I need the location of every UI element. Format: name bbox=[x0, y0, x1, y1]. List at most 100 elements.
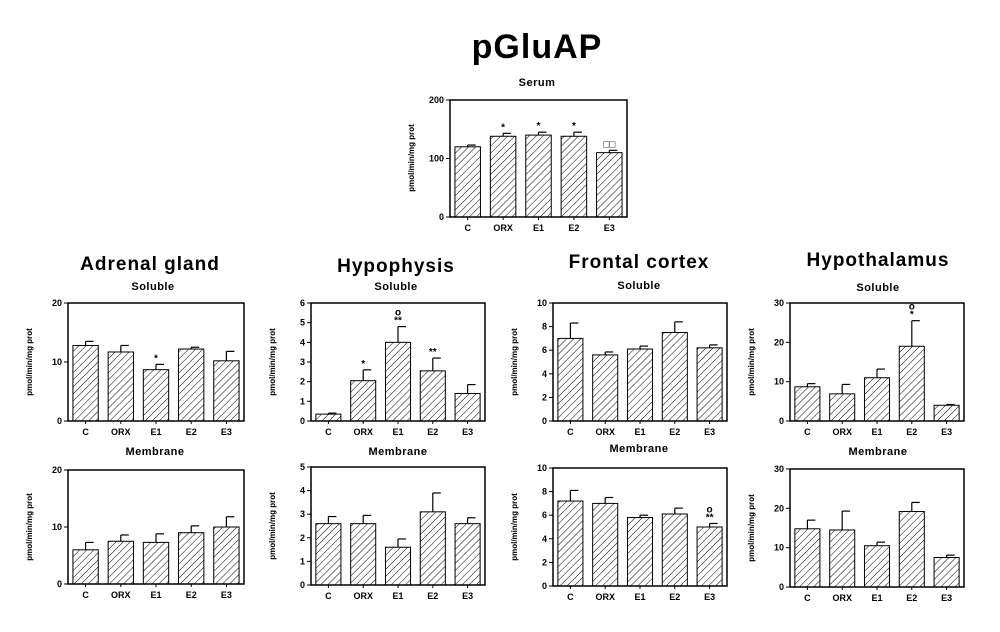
y-tick-label: 3 bbox=[300, 357, 305, 367]
x-tick-label: E1 bbox=[533, 223, 544, 233]
bar-E3 bbox=[696, 347, 723, 422]
x-tick-label: C bbox=[567, 427, 574, 437]
bar-C bbox=[794, 528, 821, 588]
y-axis-label: pmol/min/mg prot bbox=[510, 328, 519, 396]
significance-mark: o bbox=[707, 504, 713, 515]
y-tick-label: 8 bbox=[542, 487, 547, 497]
y-tick-label: 6 bbox=[542, 345, 547, 355]
significance-mark: ** bbox=[394, 316, 402, 327]
bar-E1 bbox=[863, 545, 891, 588]
x-tick-label: E3 bbox=[604, 223, 615, 233]
y-tick-label: 1 bbox=[300, 556, 305, 566]
x-tick-label: E2 bbox=[427, 591, 438, 601]
chart-panel-3: Soluble pmol/min/mg prot C ORX E1 E2 E3 0 2 4 6 8 10 bbox=[510, 280, 728, 437]
panel-subtitle: Soluble bbox=[374, 281, 417, 293]
significance-mark: * bbox=[572, 121, 576, 132]
y-tick-label: 0 bbox=[542, 416, 547, 426]
organ-title-frontal-cortex: Frontal cortex bbox=[569, 252, 710, 273]
bar-E2 bbox=[661, 332, 688, 422]
panel-subtitle: Serum bbox=[519, 77, 556, 89]
y-axis-label: pmol/min/mg prot bbox=[747, 494, 756, 562]
y-tick-label: 0 bbox=[300, 580, 305, 590]
y-tick-label: 30 bbox=[774, 464, 784, 474]
bar-E2 bbox=[178, 348, 205, 422]
bar-E1 bbox=[626, 517, 654, 587]
bar-E1 bbox=[863, 377, 891, 422]
x-tick-label: E1 bbox=[634, 427, 645, 437]
y-tick-label: 5 bbox=[300, 318, 305, 328]
x-tick-label: ORX bbox=[595, 592, 615, 602]
bar-E1 bbox=[626, 348, 654, 422]
organ-title-adrenal-gland: Adrenal gland bbox=[80, 254, 220, 275]
x-tick-label: E2 bbox=[906, 427, 917, 437]
bar-ORX bbox=[107, 540, 134, 585]
panel-subtitle: Soluble bbox=[856, 282, 899, 294]
bar-ORX bbox=[592, 354, 619, 422]
significance-mark: * bbox=[361, 359, 365, 370]
y-tick-label: 10 bbox=[537, 298, 547, 308]
y-tick-label: 0 bbox=[779, 416, 784, 426]
x-tick-label: E2 bbox=[427, 427, 438, 437]
x-tick-label: E3 bbox=[704, 592, 715, 602]
x-tick-label: C bbox=[325, 591, 332, 601]
bar-ORX bbox=[829, 393, 856, 422]
bar-E3 bbox=[213, 526, 240, 585]
x-tick-label: ORX bbox=[493, 223, 513, 233]
bar-E2 bbox=[419, 370, 446, 422]
chart-panel-5: Membrane pmol/min/mg prot C ORX E1 E2 E3 0 10 20 bbox=[25, 446, 245, 600]
x-tick-label: C bbox=[567, 592, 574, 602]
significance-mark: o bbox=[395, 308, 401, 319]
chart-panel-0: Serum pmol/min/mg prot C * ORX * E1 * E2 □□ E3 0 100… bbox=[407, 77, 628, 233]
y-tick-label: 4 bbox=[300, 337, 305, 347]
y-tick-label: 20 bbox=[774, 503, 784, 513]
bar-E2 bbox=[178, 532, 205, 585]
x-tick-label: C bbox=[804, 427, 811, 437]
bar-E2 bbox=[898, 345, 925, 422]
bar-ORX bbox=[350, 380, 377, 422]
chart-panel-7: Membrane pmol/min/mg prot C ORX E1 E2 **o E3 0 2 4… bbox=[510, 443, 728, 602]
panel-subtitle: Membrane bbox=[609, 443, 668, 455]
figure-title: pGluAP bbox=[472, 28, 603, 66]
x-tick-label: E1 bbox=[392, 427, 403, 437]
x-tick-label: ORX bbox=[832, 593, 852, 603]
significance-mark: * bbox=[501, 122, 505, 133]
significance-mark: □□ bbox=[603, 139, 615, 150]
x-tick-label: C bbox=[804, 593, 811, 603]
y-axis-label: pmol/min/mg prot bbox=[268, 328, 277, 396]
panel-subtitle: Membrane bbox=[125, 446, 184, 458]
significance-mark: * bbox=[910, 310, 914, 321]
bar-E3 bbox=[454, 392, 481, 422]
x-tick-label: E1 bbox=[634, 592, 645, 602]
chart-panel-6: Membrane pmol/min/mg prot C ORX E1 E2 E3 0 1 2 3 4 5 bbox=[268, 446, 486, 601]
y-tick-label: 4 bbox=[300, 486, 305, 496]
y-tick-label: 200 bbox=[429, 95, 444, 105]
x-tick-label: ORX bbox=[111, 427, 131, 437]
x-tick-label: E3 bbox=[221, 427, 232, 437]
bar-ORX bbox=[107, 351, 134, 422]
plot-frame bbox=[310, 466, 486, 586]
bar-C bbox=[72, 344, 99, 422]
x-tick-label: E3 bbox=[462, 427, 473, 437]
y-tick-label: 10 bbox=[774, 543, 784, 553]
y-tick-label: 30 bbox=[774, 298, 784, 308]
y-tick-label: 4 bbox=[542, 369, 547, 379]
bar-E3 bbox=[596, 152, 623, 218]
x-tick-label: E1 bbox=[871, 427, 882, 437]
plot-frame bbox=[552, 467, 728, 587]
y-tick-label: 100 bbox=[429, 154, 444, 164]
x-tick-label: E3 bbox=[941, 593, 952, 603]
bar-E3 bbox=[454, 523, 481, 586]
x-tick-label: E1 bbox=[871, 593, 882, 603]
bar-C bbox=[557, 500, 584, 587]
bar-ORX bbox=[592, 502, 619, 587]
x-tick-label: ORX bbox=[111, 590, 131, 600]
x-tick-label: ORX bbox=[353, 591, 373, 601]
x-tick-label: E1 bbox=[150, 427, 161, 437]
significance-mark: * bbox=[537, 121, 541, 132]
bar-E2 bbox=[661, 513, 688, 587]
y-axis-label: pmol/min/mg prot bbox=[268, 492, 277, 560]
plot-frame bbox=[789, 468, 965, 588]
x-tick-label: C bbox=[464, 223, 471, 233]
bar-C bbox=[72, 549, 99, 585]
